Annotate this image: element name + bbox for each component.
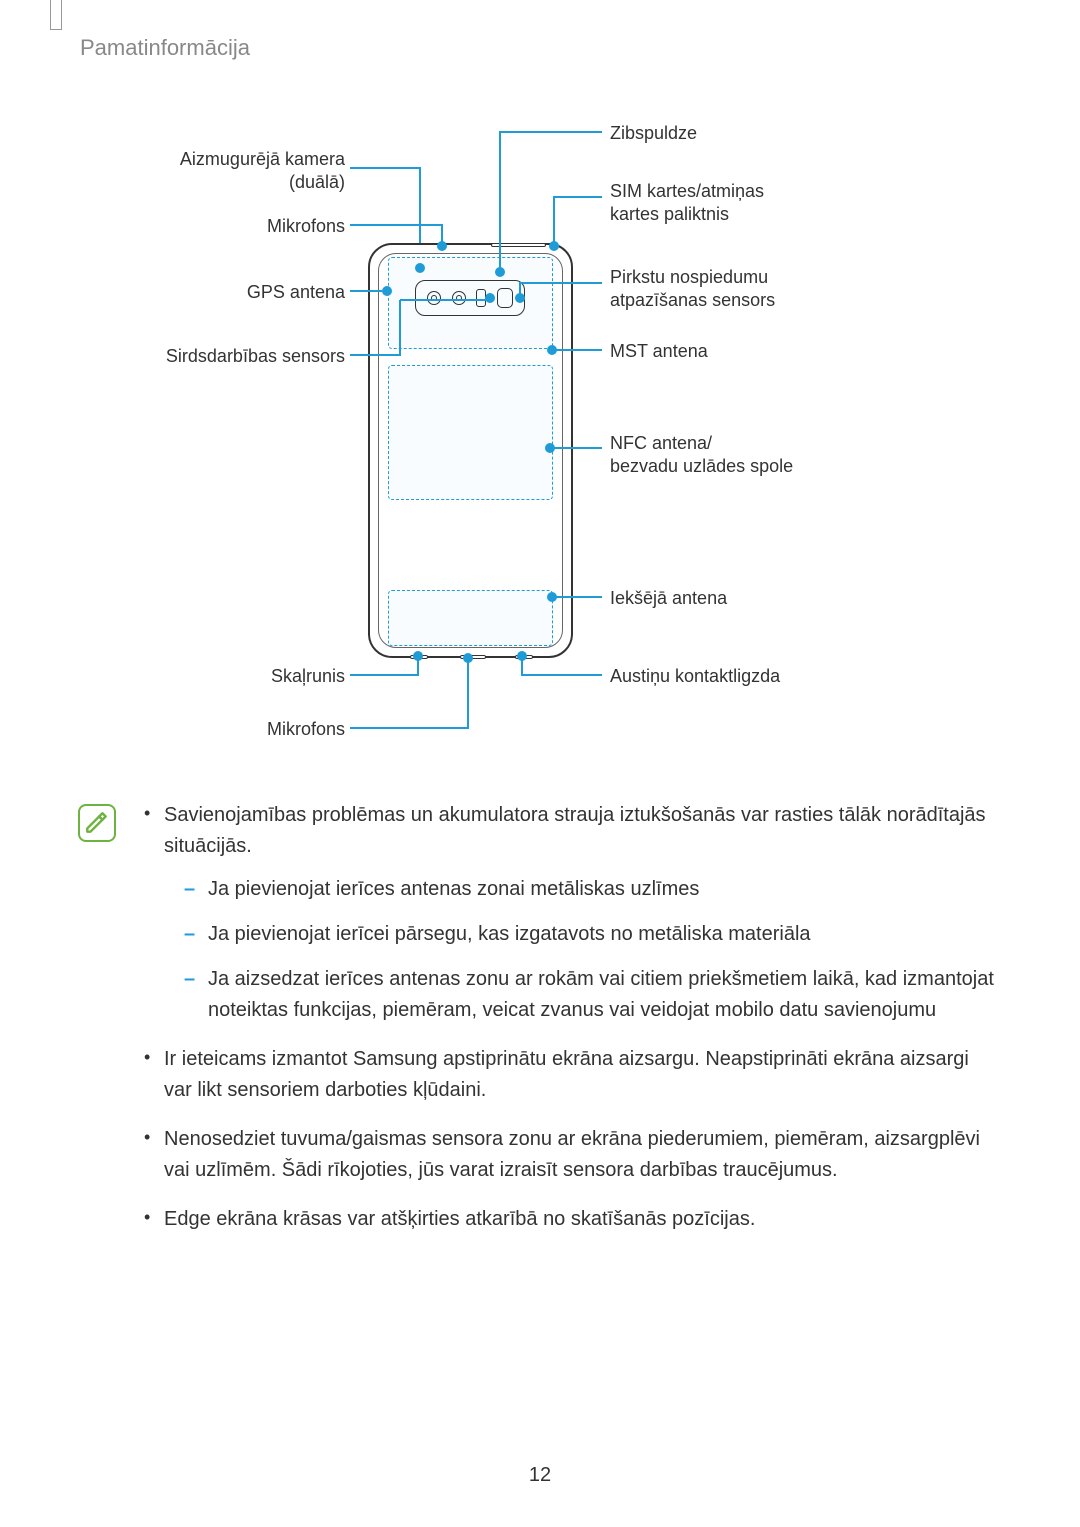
page-number: 12 xyxy=(0,1464,1080,1487)
note-sub-item: Ja aizsedzat ierīces antenas zonu ar rok… xyxy=(174,964,1000,1026)
note-sub-item: Ja pievienojat ierīcei pārsegu, kas izga… xyxy=(174,919,1000,950)
note-item: Savienojamības problēmas un akumulatora … xyxy=(140,800,1000,1026)
note-item: Ir ieteicams izmantot Samsung apstiprinā… xyxy=(140,1044,1000,1106)
callout-lines xyxy=(0,100,1080,780)
note-text: Savienojamības problēmas un akumulatora … xyxy=(164,804,986,857)
note-sub-item: Ja pievienojat ierīces antenas zonai met… xyxy=(174,874,1000,905)
notes-section: Savienojamības problēmas un akumulatora … xyxy=(78,800,1000,1253)
page-tab-mark xyxy=(50,0,62,30)
device-diagram: Aizmugurējā kamera (duālā) Mikrofons GPS… xyxy=(0,100,1080,780)
note-item: Nenosedziet tuvuma/gaismas sensora zonu … xyxy=(140,1124,1000,1186)
note-item: Edge ekrāna krāsas var atšķirties atkarī… xyxy=(140,1204,1000,1235)
page-title: Pamatinformācija xyxy=(80,35,250,61)
note-icon xyxy=(78,804,116,842)
notes-list: Savienojamības problēmas un akumulatora … xyxy=(140,800,1000,1235)
